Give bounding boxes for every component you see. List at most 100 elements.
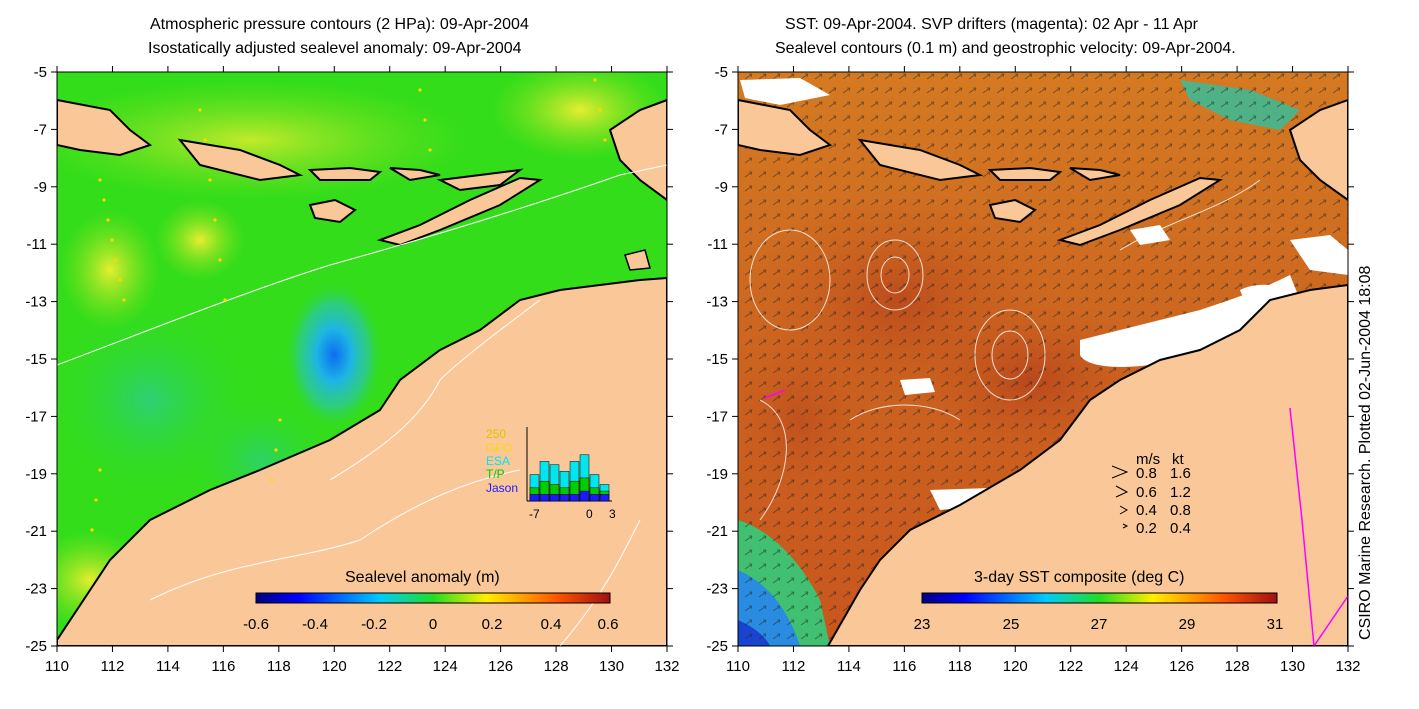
left-title-line2: Isostatically adjusted sealevel anomaly:… [148, 40, 522, 57]
x-tick-label: 116 [211, 658, 235, 675]
right-title-line1: SST: 09-Apr-2004. SVP drifters (magenta)… [785, 16, 1198, 33]
velocity-legend-ms: 0.8 [1136, 465, 1157, 482]
australia-coast [57, 276, 667, 646]
y-tick-label: -19 [25, 466, 47, 483]
timor-island [376, 176, 544, 247]
inset-bar-jason [589, 494, 600, 502]
right-title-line2: Sealevel contours (0.1 m) and geostrophi… [775, 40, 1236, 57]
svp-drifter-track [1289, 407, 1315, 646]
y-tick-label: -17 [706, 408, 728, 425]
y-tick-label: -11 [26, 236, 47, 253]
y-tick-label: -15 [706, 351, 728, 368]
x-tick-label: 120 [322, 658, 347, 675]
island [624, 249, 651, 271]
inset-legend-tp: T/P [486, 467, 505, 481]
velocity-legend-kt: 1.2 [1170, 484, 1191, 501]
left-colorbar-tick: -0.6 [243, 616, 269, 633]
inset-ytick: 250 [486, 427, 506, 441]
velocity-legend-header-kt: kt [1172, 451, 1185, 468]
island [436, 168, 524, 192]
y-tick-label: -5 [34, 64, 47, 81]
pressure-contour [329, 299, 541, 481]
x-tick-label: 126 [1169, 658, 1194, 675]
inset-bar-jason [569, 494, 580, 502]
left-colorbar-tick: 0.2 [482, 616, 503, 633]
timor-island [1056, 176, 1224, 247]
australia-coast [826, 283, 1348, 646]
inset-bar-jason [559, 494, 570, 502]
left-colorbar-tick: 0.6 [598, 616, 619, 633]
inset-legend-gfo: GFO [486, 441, 512, 455]
island [738, 98, 833, 157]
right-axes: -5 -7 -9 -11 -13 -15 -17 -19 -21 -23 -25 110 112 114 1… [706, 64, 1360, 675]
y-tick-label: -23 [706, 581, 728, 598]
pressure-contour [57, 164, 667, 366]
velocity-legend-kt: 1.6 [1170, 465, 1191, 482]
x-tick-label: 114 [837, 658, 861, 675]
left-colorbar [255, 592, 611, 604]
island [177, 138, 304, 182]
left-colorbar-tick: 0.4 [541, 616, 562, 633]
right-colorbar-label: 3-day SST composite (deg C) [974, 569, 1184, 586]
inset-bar-jason [579, 490, 590, 502]
y-tick-label: -21 [706, 523, 728, 540]
x-tick-label: 130 [599, 658, 624, 675]
pressure-contour [149, 469, 521, 601]
pressure-contour [559, 519, 641, 646]
x-tick-label: 132 [1335, 658, 1360, 675]
velocity-legend-ms: 0.4 [1136, 502, 1157, 519]
x-tick-label: 118 [267, 658, 291, 675]
x-tick-label: 132 [654, 658, 679, 675]
x-tick-label: 112 [781, 658, 805, 675]
right-colorbar-tick: 23 [914, 616, 931, 633]
left-colorbar-tick: -0.2 [361, 616, 387, 633]
velocity-legend-kt: 0.4 [1170, 520, 1191, 537]
x-tick-label: 122 [377, 658, 402, 675]
island [1288, 98, 1348, 202]
x-tick-label: 114 [156, 658, 180, 675]
x-tick-label: 112 [100, 658, 124, 675]
x-tick-label: 110 [45, 658, 69, 675]
x-tick-label: 126 [488, 658, 513, 675]
x-tick-label: 122 [1058, 658, 1083, 675]
velocity-legend-kt: 0.8 [1170, 502, 1191, 519]
velocity-legend: m/s kt 0.8 1.6 0.6 1.2 0.4 0.8 0.2 0.4 [1111, 451, 1191, 537]
island [308, 198, 357, 224]
x-tick-label: 128 [1225, 658, 1250, 675]
y-tick-label: -9 [34, 179, 47, 196]
inset-bar-jason [539, 494, 550, 502]
credit-text: CSIRO Marine Research. Plotted 02-Jun-20… [1357, 265, 1374, 640]
island [389, 167, 441, 182]
x-tick-label: 120 [1003, 658, 1028, 675]
y-tick-label: -19 [706, 466, 728, 483]
y-tick-label: -15 [25, 351, 47, 368]
y-tick-label: -21 [25, 523, 47, 540]
x-tick-label: 128 [544, 658, 569, 675]
sla-low-anomaly [284, 280, 384, 430]
x-tick-label: 130 [1280, 658, 1305, 675]
y-tick-label: -13 [706, 294, 728, 311]
altimeter-tracks [90, 78, 607, 532]
left-colorbar-label: Sealevel anomaly (m) [345, 569, 500, 586]
right-colorbar-tick: 31 [1267, 616, 1284, 633]
y-tick-label: -11 [707, 236, 728, 253]
left-colorbar-tick: -0.4 [302, 616, 328, 633]
inset-bar-jason [599, 494, 610, 502]
velocity-legend-header-ms: m/s [1136, 451, 1160, 468]
svp-drifter-track [1313, 595, 1348, 646]
left-title-line1: Atmospheric pressure contours (2 HPa): 0… [150, 16, 529, 33]
inset-xtick: 0 [586, 507, 593, 521]
y-tick-label: -23 [25, 581, 47, 598]
inset-bar-jason [529, 494, 540, 502]
right-colorbar-tick: 25 [1003, 616, 1020, 633]
x-tick-label: 124 [1114, 658, 1139, 675]
left-map [57, 72, 667, 646]
y-tick-label: -25 [25, 638, 47, 655]
x-tick-label: 118 [948, 658, 972, 675]
inset-xtick: 3 [609, 507, 616, 521]
sealevel-contours [749, 179, 1261, 521]
x-tick-label: 116 [892, 658, 916, 675]
island [988, 198, 1037, 224]
velocity-legend-ms: 0.2 [1136, 520, 1157, 537]
